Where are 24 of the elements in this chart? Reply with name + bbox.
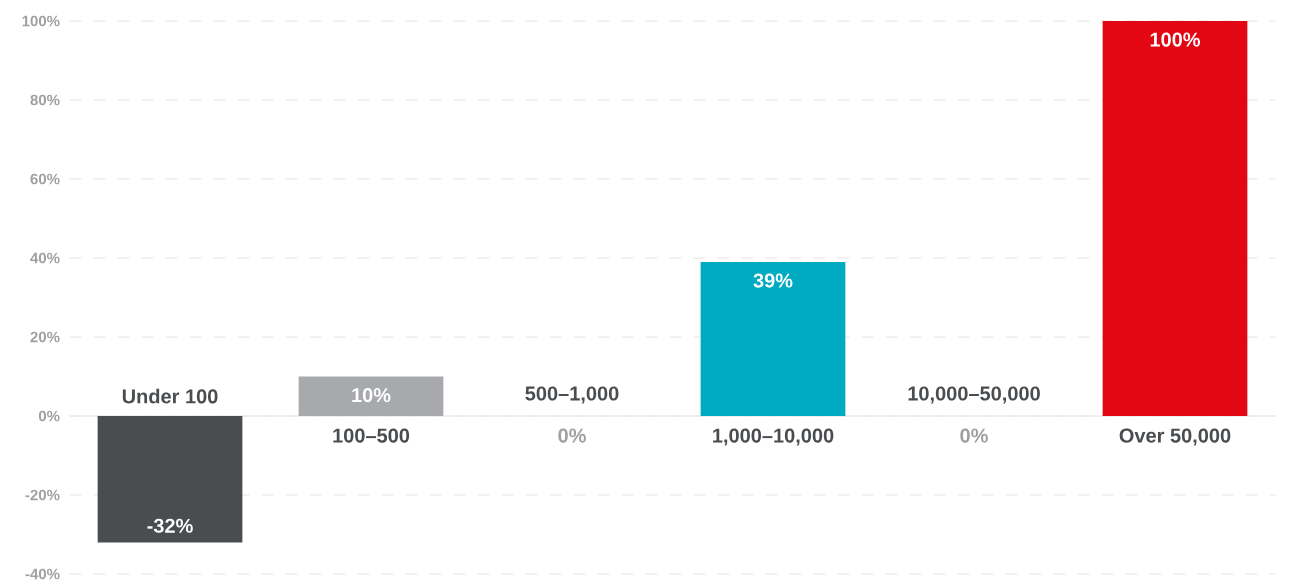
bar <box>97 416 243 543</box>
x-tick-label: 500–1,000 <box>525 386 619 404</box>
data-label: 0% <box>558 428 586 443</box>
y-tick-label: 60% <box>30 173 60 185</box>
x-tick-label: Under 100 <box>122 388 218 404</box>
bar <box>1102 21 1248 417</box>
data-label: 100% <box>1150 32 1201 47</box>
y-tick-label: 100% <box>22 15 60 27</box>
y-tick-label: 40% <box>30 252 60 264</box>
x-tick-label: 10,000–50,000 <box>908 386 1040 404</box>
x-tick-label: 1,000–10,000 <box>713 428 834 446</box>
data-label: 0% <box>960 428 988 443</box>
data-label: 39% <box>753 273 793 288</box>
bar <box>700 262 846 417</box>
data-label: 10% <box>352 388 391 403</box>
data-label: -32% <box>147 518 193 534</box>
y-tick-label: 80% <box>30 94 60 106</box>
y-tick-label: 20% <box>30 331 60 343</box>
y-tick-label: -20% <box>25 489 60 501</box>
y-tick-label: -40% <box>25 568 60 580</box>
bar <box>298 376 444 417</box>
x-tick-label: 100–500 <box>333 428 410 443</box>
y-tick-label: 0% <box>38 410 60 422</box>
x-tick-label: Over 50,000 <box>1119 428 1231 446</box>
